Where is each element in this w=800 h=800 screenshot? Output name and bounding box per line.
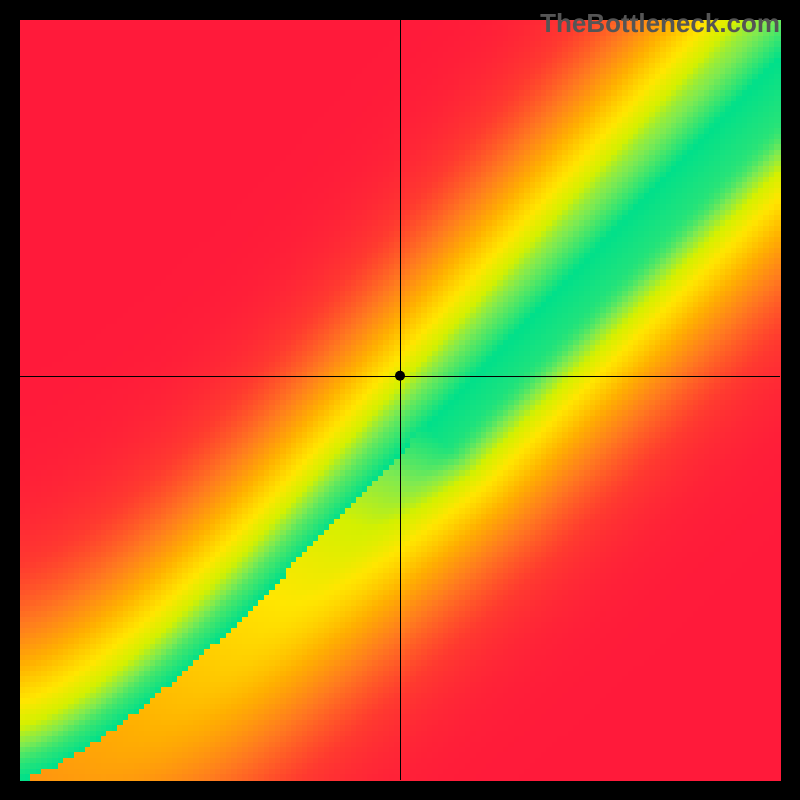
chart-container: TheBottleneck.com bbox=[0, 0, 800, 800]
bottleneck-heatmap bbox=[0, 0, 800, 800]
